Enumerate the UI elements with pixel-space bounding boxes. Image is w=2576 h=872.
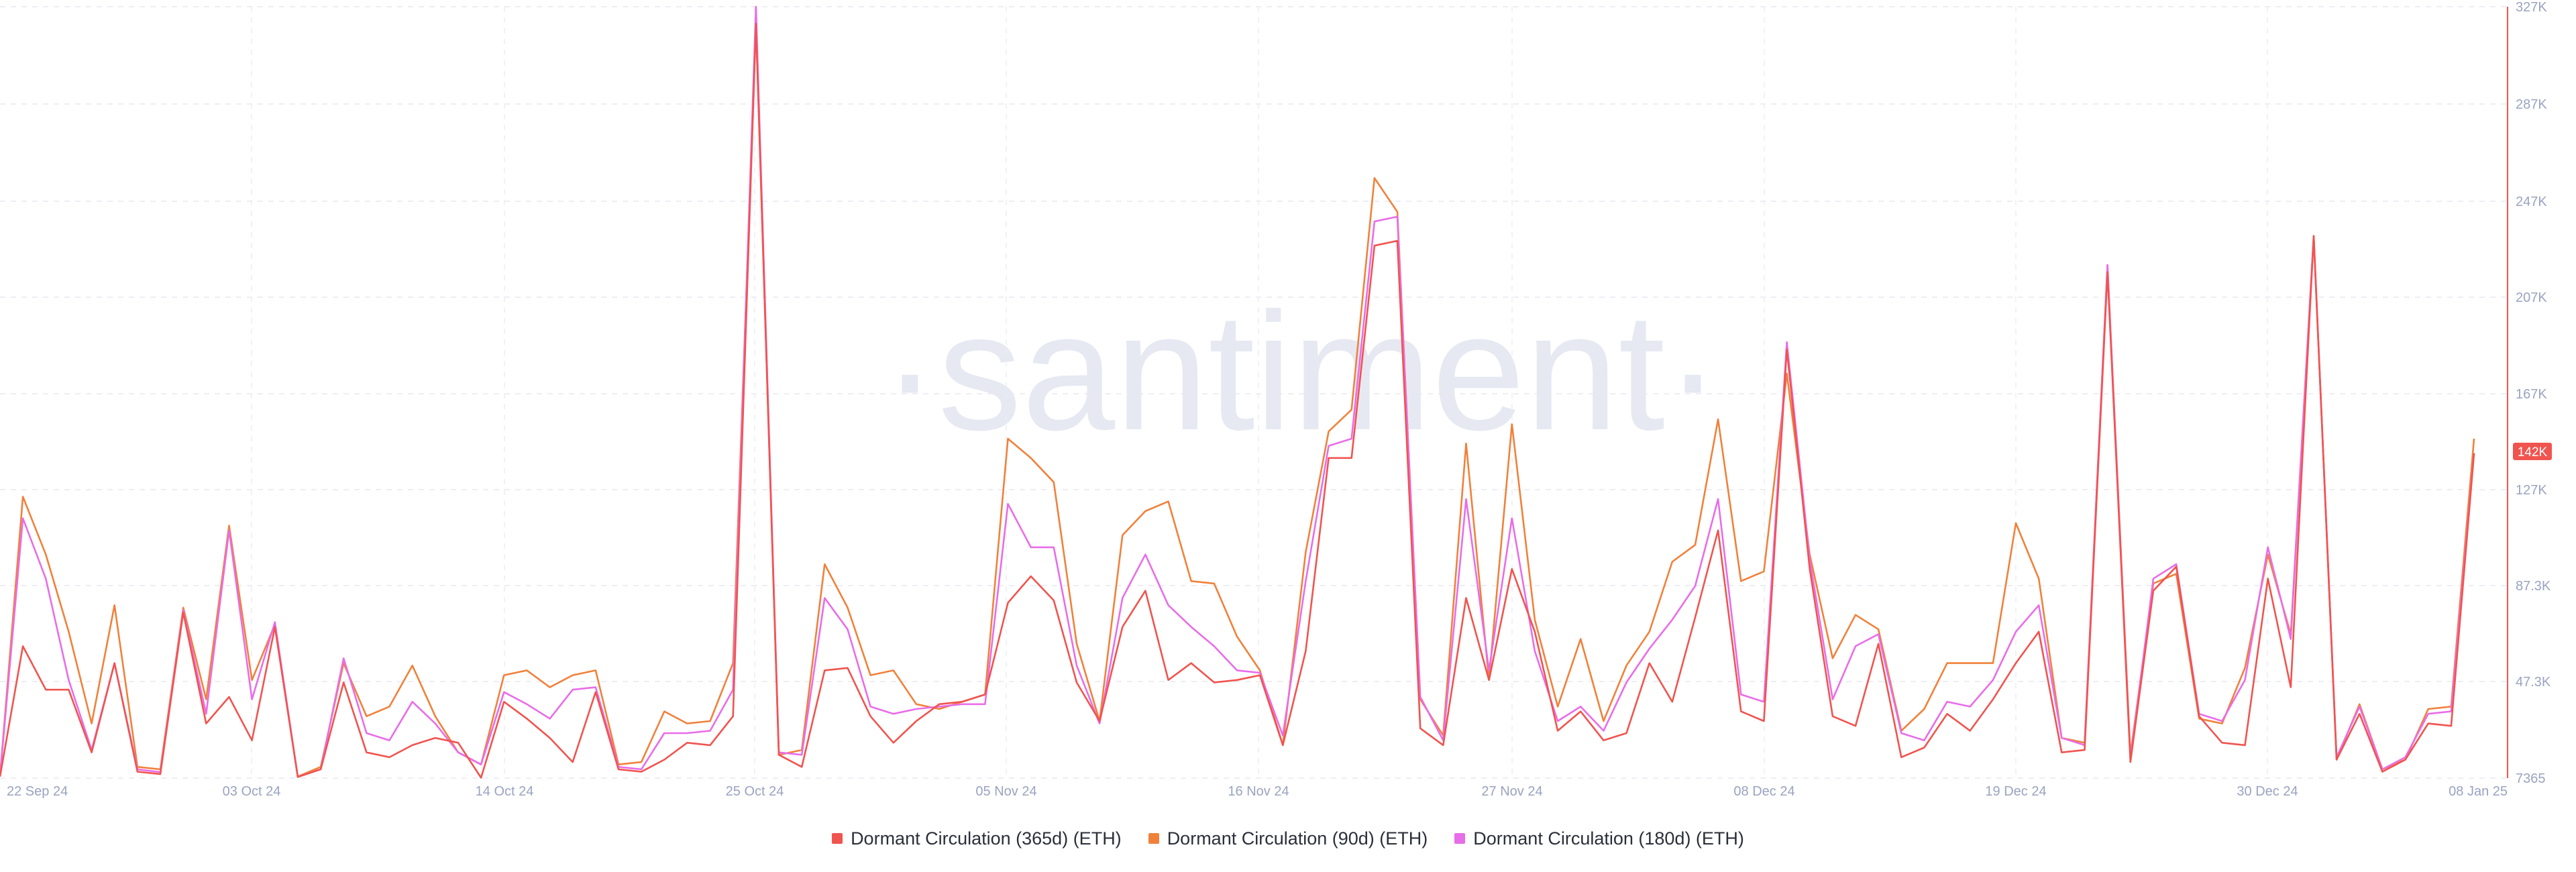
x-tick-label: 19 Dec 24: [1985, 784, 2046, 799]
x-tick-label: 03 Oct 24: [223, 784, 281, 799]
series-line-180d[interactable]: [0, 5, 2475, 778]
x-tick-label: 27 Nov 24: [1481, 784, 1542, 799]
legend-swatch-365d: [832, 833, 843, 844]
current-value-label: 142K: [2518, 445, 2548, 459]
y-tick-label: 247K: [2516, 195, 2547, 209]
x-axis: 22 Sep 24 03 Oct 24 14 Oct 24 25 Oct 24 05 N…: [7, 784, 2508, 799]
x-tick-label: 30 Dec 24: [2237, 784, 2298, 799]
y-axis: 327K 287K 247K 207K 167K 127K 87.3K 47.3K 7365: [2516, 0, 2551, 786]
x-tick-label: 14 Oct 24: [476, 784, 534, 799]
y-tick-label: 327K: [2516, 0, 2547, 15]
current-value-badge-bg: [2513, 443, 2552, 460]
y-tick-label: 7365: [2516, 771, 2546, 786]
y-tick-label: 87.3K: [2516, 579, 2551, 594]
legend: Dormant Circulation (365d) (ETH) Dormant…: [0, 824, 2576, 853]
legend-item-365d[interactable]: Dormant Circulation (365d) (ETH): [832, 828, 1122, 849]
y-tick-label: 127K: [2516, 483, 2547, 498]
series-lines: [0, 5, 2475, 779]
current-value-badge: 142K: [2513, 443, 2552, 460]
legend-item-180d[interactable]: Dormant Circulation (180d) (ETH): [1454, 828, 1744, 849]
y-tick-label: 47.3K: [2516, 675, 2551, 690]
x-tick-label: 22 Sep 24: [7, 784, 68, 799]
legend-label-365d: Dormant Circulation (365d) (ETH): [851, 828, 1122, 849]
x-tick-label: 08 Dec 24: [1733, 784, 1794, 799]
legend-swatch-180d: [1454, 833, 1466, 844]
series-line-365d[interactable]: [0, 22, 2475, 779]
legend-swatch-90d: [1148, 833, 1159, 844]
legend-item-90d[interactable]: Dormant Circulation (90d) (ETH): [1148, 828, 1428, 849]
x-tick-label: 08 Jan 25: [2449, 784, 2508, 799]
y-tick-label: 287K: [2516, 97, 2547, 112]
watermark-text: ·santiment·: [882, 278, 1721, 465]
legend-label-180d: Dormant Circulation (180d) (ETH): [1473, 828, 1744, 849]
legend-label-90d: Dormant Circulation (90d) (ETH): [1167, 828, 1428, 849]
y-tick-label: 167K: [2516, 387, 2547, 402]
x-tick-label: 16 Nov 24: [1228, 784, 1289, 799]
y-tick-label: 207K: [2516, 290, 2547, 305]
x-tick-label: 25 Oct 24: [726, 784, 784, 799]
x-tick-label: 05 Nov 24: [975, 784, 1036, 799]
